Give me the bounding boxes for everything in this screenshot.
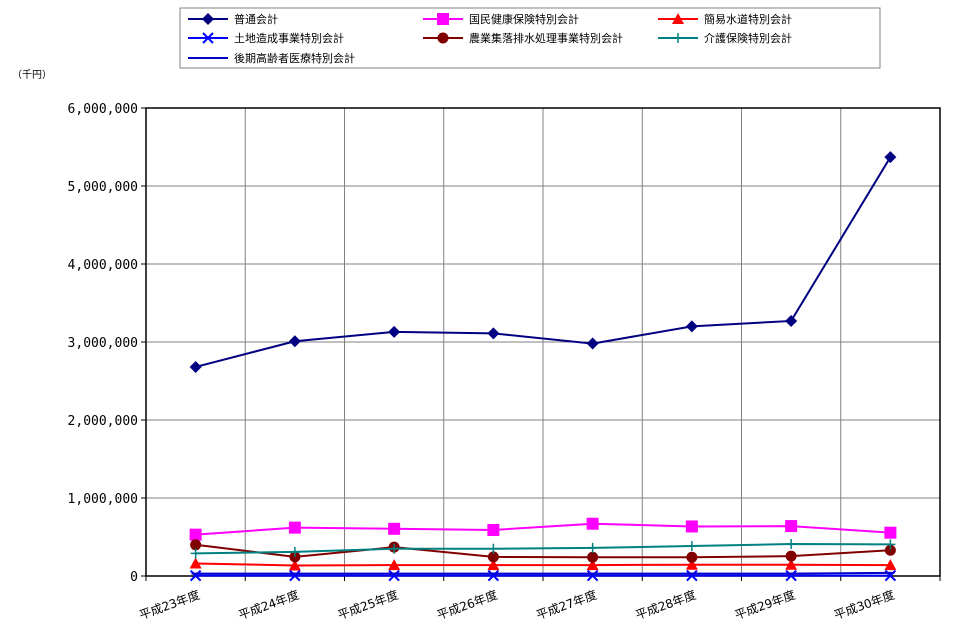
data-point	[785, 569, 797, 582]
data-point	[289, 569, 301, 582]
series-line	[195, 571, 891, 575]
legend-label: 簡易水道特別会計	[704, 12, 792, 26]
legend-marker	[673, 33, 683, 43]
data-point	[190, 539, 202, 551]
data-point	[786, 539, 797, 550]
x-tick-label: 平成28年度	[633, 587, 698, 623]
legend-item: 農業集落排水処理事業特別会計	[423, 31, 623, 45]
x-tick-label: 平成25年度	[336, 587, 401, 623]
legend-item: 後期高齢者医療特別会計	[188, 51, 355, 65]
data-point	[587, 551, 599, 563]
series-1	[189, 151, 897, 373]
series-5	[190, 539, 896, 563]
data-point	[487, 559, 500, 571]
series-2	[189, 517, 897, 541]
plot-area: 0 1,000,000 2,000,000 3,000,000 4,000,000 5,0…	[68, 102, 941, 623]
legend-marker	[202, 32, 214, 44]
legend-label: 後期高齢者医療特別会計	[234, 51, 355, 65]
legend-box	[179, 7, 881, 69]
y-tick-label: 6,000,000	[68, 102, 138, 117]
data-point	[586, 569, 599, 582]
legend-item: 簡易水道特別会計	[658, 12, 792, 26]
data-point	[388, 325, 401, 338]
legend-label: 国民健康保険特別会計	[469, 12, 579, 26]
y-tick-label: 2,000,000	[68, 414, 138, 429]
data-point	[884, 559, 897, 571]
series-line	[195, 543, 891, 559]
data-point	[288, 559, 301, 571]
y-tick-label: 0	[130, 570, 138, 585]
data-point	[587, 542, 598, 553]
legend-item: 普通会計	[188, 12, 278, 26]
data-point	[388, 569, 400, 582]
legend-marker	[437, 32, 449, 44]
x-tick-label: 平成26年度	[435, 587, 500, 623]
y-tick-label: 5,000,000	[68, 180, 138, 195]
y-tick-label: 3,000,000	[68, 336, 138, 351]
x-tick-label: 平成24年度	[236, 587, 301, 623]
data-point	[586, 517, 599, 530]
legend-item: 介護保険特別会計	[658, 31, 792, 45]
data-point	[785, 314, 798, 327]
x-tick-label: 平成23年度	[137, 587, 202, 623]
legend-marker	[202, 13, 214, 25]
data-point	[885, 539, 896, 550]
data-point	[487, 327, 500, 340]
data-point	[785, 558, 798, 570]
data-point	[488, 543, 499, 554]
x-tick-label: 平成30年度	[832, 587, 897, 623]
data-point	[190, 548, 201, 559]
series-6	[190, 539, 896, 559]
legend-marker	[437, 13, 449, 25]
y-tick-label: 4,000,000	[68, 258, 138, 273]
data-point	[288, 335, 301, 348]
series-line	[195, 522, 891, 536]
data-point	[189, 557, 202, 569]
data-point	[686, 569, 698, 582]
series-line	[195, 543, 891, 555]
series-4	[189, 569, 897, 582]
legend-marker	[672, 13, 684, 24]
data-point	[685, 320, 698, 333]
series-line	[195, 156, 892, 368]
series-line	[195, 562, 891, 567]
series-3	[189, 557, 897, 571]
data-point	[289, 551, 301, 563]
data-point	[388, 559, 401, 571]
unit-label: （千円）	[12, 69, 52, 81]
data-point	[686, 551, 698, 563]
data-point	[487, 523, 500, 536]
data-point	[388, 522, 401, 535]
data-point	[189, 360, 202, 373]
data-point	[288, 521, 301, 534]
legend-label: 介護保険特別会計	[704, 31, 792, 45]
data-point	[685, 520, 698, 533]
data-point	[189, 569, 202, 582]
data-point	[686, 540, 697, 551]
data-point	[586, 337, 599, 350]
data-point	[884, 544, 896, 556]
data-point	[785, 520, 798, 533]
x-tick-label: 平成29年度	[733, 587, 798, 623]
legend-label: 農業集落排水処理事業特別会計	[469, 31, 623, 45]
data-point	[884, 526, 897, 539]
legend-item: 土地造成事業特別会計	[188, 31, 344, 45]
data-point	[487, 569, 500, 582]
y-tick-label: 1,000,000	[68, 492, 138, 507]
data-point	[884, 151, 897, 164]
data-point	[389, 543, 400, 554]
data-point	[189, 528, 202, 541]
data-point	[586, 559, 599, 571]
data-point	[685, 558, 698, 570]
legend-label: 土地造成事業特別会計	[234, 31, 344, 45]
legend-label: 普通会計	[234, 12, 278, 26]
legend-item: 国民健康保険特別会計	[423, 12, 579, 26]
series-7	[191, 571, 895, 575]
data-point	[785, 550, 797, 562]
data-point	[289, 546, 300, 557]
x-tick-label: 平成27年度	[534, 587, 599, 623]
data-point	[487, 551, 499, 563]
